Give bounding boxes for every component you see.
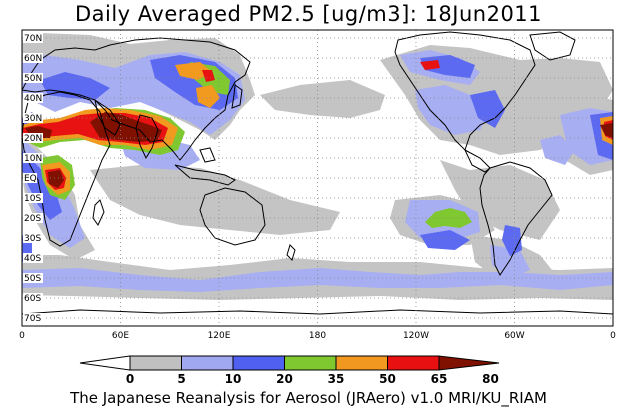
lat-tick-label: 30N [24, 114, 42, 124]
colorbar-label: 20 [276, 372, 293, 386]
footer-credit: The Japanese Reanalysis for Aerosol (JRA… [70, 389, 547, 407]
lon-tick-label: 120W [403, 331, 429, 341]
lon-tick-label: 0 [610, 331, 616, 341]
colorbar-swatch [335, 355, 388, 371]
gridlines [22, 30, 613, 326]
lat-tick-label-bg [23, 73, 43, 83]
colorbar-swatch [129, 355, 182, 371]
lat-tick-label: 50S [24, 274, 41, 284]
lat-tick-label-bg [23, 133, 43, 143]
colorbar-swatch [181, 355, 234, 371]
colorbar: 0 5 10 20 35 50 65 80 [79, 355, 500, 386]
coastlines [22, 31, 613, 315]
lat-tick-label-bg [23, 293, 43, 303]
map-title: Daily Averaged PM2.5 [ug/m3]: 18Jun2011 [74, 2, 543, 26]
colorbar-swatch [387, 355, 440, 371]
lat-tick-label-bg [23, 33, 43, 43]
lat-tick-label: 60S [24, 294, 41, 304]
colorbar-label: 10 [225, 372, 242, 386]
lat-tick-label: 50N [24, 74, 42, 84]
lat-tick-label-bg [23, 233, 43, 243]
lat-tick-label: 20N [24, 134, 42, 144]
lat-tick-label: 10S [24, 194, 41, 204]
lat-tick-label: 70N [24, 34, 42, 44]
colorbar-label: 50 [379, 372, 396, 386]
lat-tick-label: 60N [24, 54, 42, 64]
colorbar-label: 0 [126, 372, 134, 386]
lat-tick-label-bg [23, 213, 43, 223]
lat-tick-label: 40N [24, 94, 42, 104]
colorbar-swatch [232, 355, 285, 371]
lat-tick-label-bg [23, 93, 43, 103]
latitude-labels: 70N 60N 50N 40N 30N 20N 10N EQ 10S 20S 30S 40S 50S 60… [23, 33, 43, 324]
lat-tick-label-bg [23, 53, 43, 63]
lat-tick-label: 30S [24, 234, 41, 244]
lat-tick-label-bg [23, 153, 43, 163]
lat-tick-label-bg [23, 313, 43, 323]
map-border [21, 29, 614, 327]
longitude-labels: 0 60E 120E 180 120W 60W 0 [19, 331, 616, 341]
lat-tick-label-bg [23, 113, 43, 123]
colorbar-label: 35 [328, 372, 345, 386]
lat-tick-label: 70S [24, 314, 41, 324]
lat-tick-label-bg [23, 253, 43, 263]
colorbar-arrow-low [79, 355, 131, 371]
lat-tick-label-bg [23, 173, 37, 183]
colorbar-swatch [284, 355, 337, 371]
lon-tick-label: 0 [19, 331, 25, 341]
lat-tick-label: 40S [24, 254, 41, 264]
lat-tick-label-bg [23, 273, 43, 283]
lat-tick-label: EQ [24, 174, 37, 184]
colorbar-arrow-high [438, 355, 500, 371]
lat-tick-label-bg [23, 193, 43, 203]
pm25-field [22, 33, 613, 300]
lon-tick-label: 60E [112, 331, 129, 341]
lat-tick-label: 20S [24, 214, 41, 224]
lon-tick-label: 60W [504, 331, 524, 341]
colorbar-label: 5 [177, 372, 185, 386]
lon-tick-label: 120E [208, 331, 231, 341]
colorbar-label: 65 [431, 372, 448, 386]
colorbar-label: 80 [482, 372, 499, 386]
lon-tick-label: 180 [309, 331, 326, 341]
lat-tick-label: 10N [24, 154, 42, 164]
